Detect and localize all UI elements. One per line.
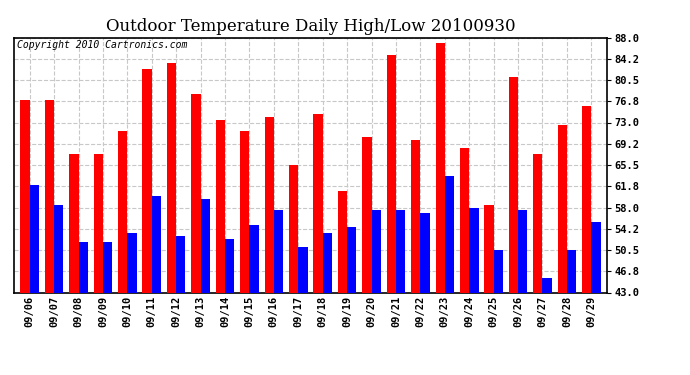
Bar xyxy=(445,176,454,292)
Bar xyxy=(143,69,152,292)
Bar xyxy=(103,242,112,292)
Bar xyxy=(323,233,332,292)
Bar xyxy=(371,210,381,292)
Bar xyxy=(167,63,176,292)
Bar xyxy=(313,114,323,292)
Bar xyxy=(79,242,88,292)
Bar xyxy=(264,117,274,292)
Bar xyxy=(509,77,518,292)
Bar xyxy=(518,210,527,292)
Bar xyxy=(582,105,591,292)
Bar xyxy=(493,250,503,292)
Text: Copyright 2010 Cartronics.com: Copyright 2010 Cartronics.com xyxy=(17,40,187,50)
Bar xyxy=(338,190,347,292)
Bar xyxy=(460,148,469,292)
Bar xyxy=(533,154,542,292)
Bar xyxy=(30,185,39,292)
Title: Outdoor Temperature Daily High/Low 20100930: Outdoor Temperature Daily High/Low 20100… xyxy=(106,18,515,34)
Bar xyxy=(250,225,259,292)
Bar xyxy=(347,227,357,292)
Bar xyxy=(411,140,420,292)
Bar xyxy=(542,278,552,292)
Bar xyxy=(216,120,225,292)
Bar xyxy=(298,247,308,292)
Bar xyxy=(225,238,235,292)
Bar xyxy=(128,233,137,292)
Bar xyxy=(591,222,600,292)
Bar xyxy=(435,43,445,292)
Bar xyxy=(484,205,493,292)
Bar xyxy=(289,165,298,292)
Bar xyxy=(201,199,210,292)
Bar xyxy=(386,54,396,292)
Bar xyxy=(118,131,128,292)
Bar xyxy=(45,100,54,292)
Bar xyxy=(274,210,283,292)
Bar xyxy=(191,94,201,292)
Bar xyxy=(362,136,371,292)
Bar xyxy=(21,100,30,292)
Bar xyxy=(54,205,63,292)
Bar xyxy=(152,196,161,292)
Bar xyxy=(69,154,79,292)
Bar xyxy=(176,236,186,292)
Bar xyxy=(396,210,405,292)
Bar xyxy=(94,154,103,292)
Bar xyxy=(558,125,567,292)
Bar xyxy=(567,250,576,292)
Bar xyxy=(240,131,250,292)
Bar xyxy=(469,207,478,292)
Bar xyxy=(420,213,430,292)
